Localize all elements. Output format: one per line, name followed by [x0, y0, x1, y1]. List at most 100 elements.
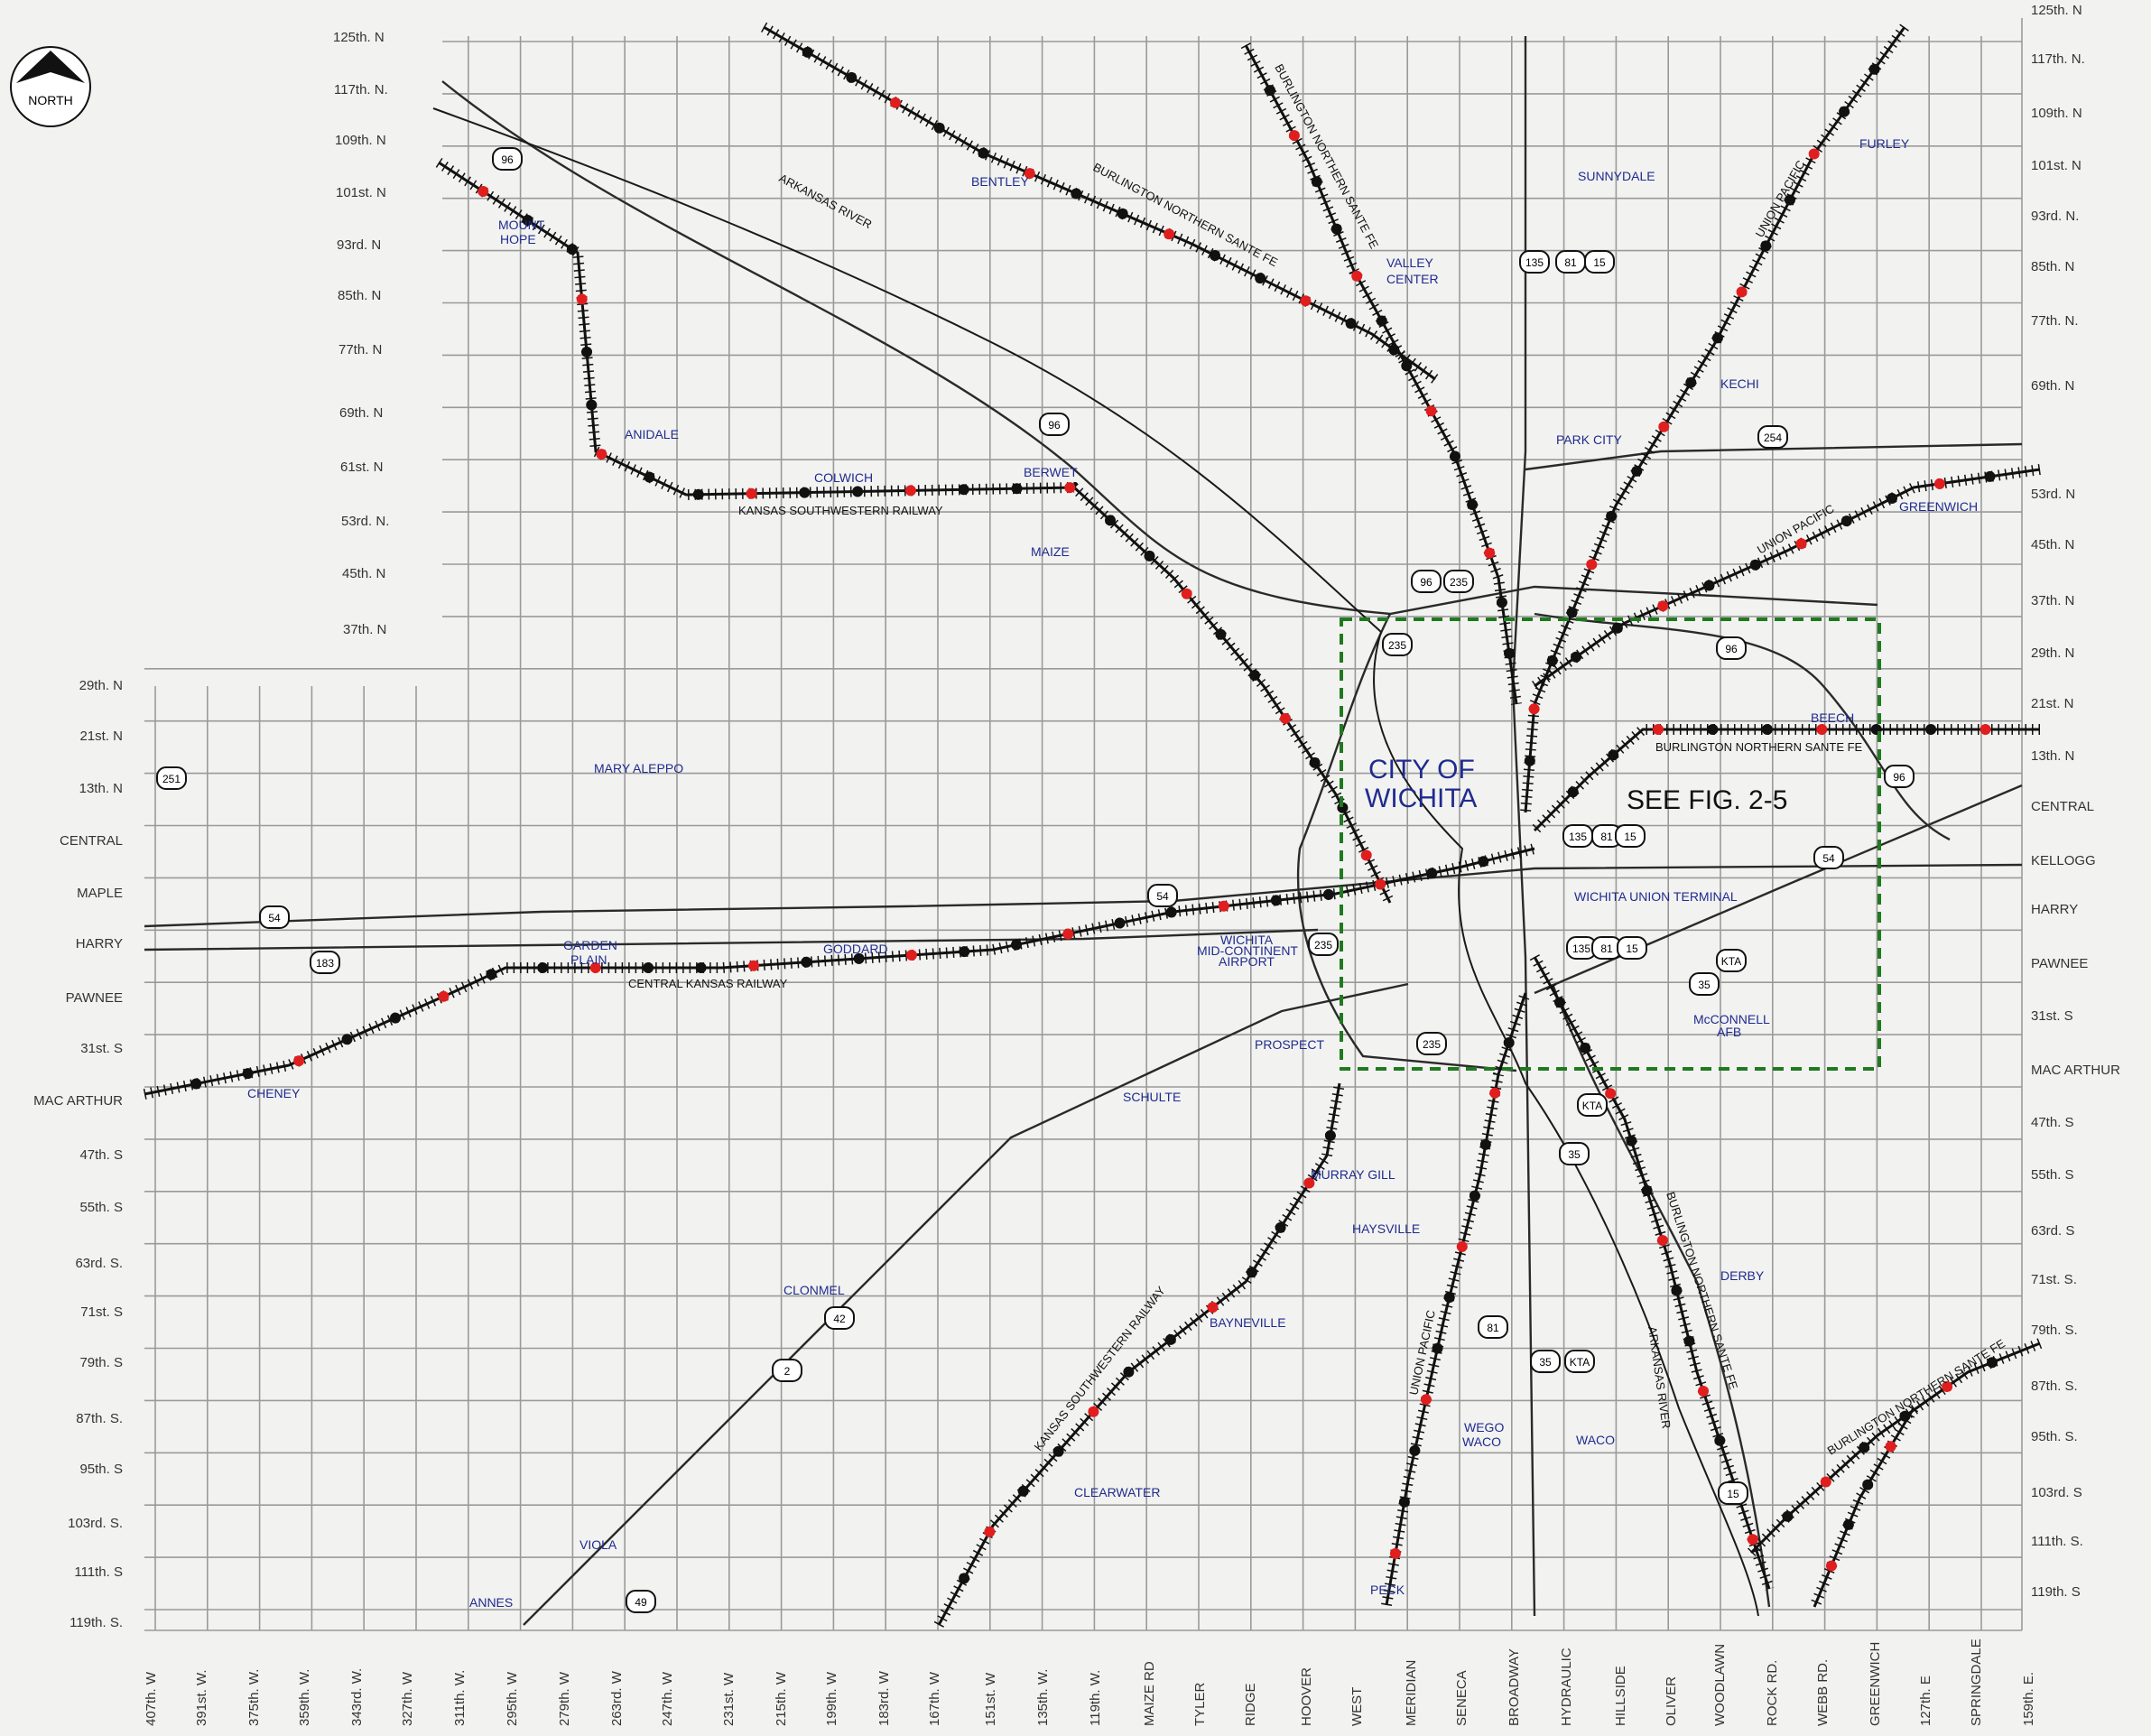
- road-label-west: 111th. S: [74, 1564, 123, 1580]
- station-black: [1164, 1333, 1176, 1345]
- station-black: [1017, 1485, 1029, 1497]
- station-black: [1270, 895, 1282, 906]
- route-shield-number: 35: [1539, 1356, 1552, 1369]
- route-shield: 54: [1147, 884, 1178, 907]
- station-black: [242, 1068, 254, 1080]
- route-shield-number: 235: [1423, 1038, 1441, 1051]
- station-black: [1504, 647, 1515, 659]
- station-red: [1933, 478, 1945, 489]
- station-black: [1210, 250, 1220, 261]
- route-shield: 135: [1562, 824, 1593, 848]
- town-label: CLONMEL: [783, 1283, 845, 1297]
- route-shield-number: 15: [1624, 831, 1636, 843]
- route-shield: 235: [1308, 933, 1339, 956]
- station-red: [1653, 724, 1664, 735]
- road-label-east: 71st. S.: [2031, 1272, 2077, 1287]
- town-label: CHENEY: [247, 1086, 301, 1100]
- station-black: [1324, 1129, 1336, 1141]
- station-black: [643, 962, 654, 973]
- route-shield: 81: [1555, 250, 1586, 274]
- road-label-south: 127th. E: [1918, 1676, 1933, 1726]
- station-red: [1605, 1088, 1617, 1100]
- station-red: [1820, 1476, 1831, 1488]
- station-black: [1275, 1221, 1286, 1233]
- road-label-west: MAC ARTHUR: [33, 1093, 123, 1109]
- road-label-north: 61st. N: [340, 460, 384, 475]
- station-black: [1546, 654, 1558, 666]
- route-shield: 183: [310, 951, 340, 974]
- road-label-west: 103rd. S.: [68, 1516, 123, 1531]
- town-label: PARK CITY: [1556, 432, 1623, 447]
- station-red: [1420, 1394, 1432, 1406]
- station-black: [1503, 1037, 1515, 1048]
- station-black: [1782, 1510, 1794, 1522]
- road-label-south: ROCK RD.: [1765, 1660, 1780, 1726]
- station-red: [477, 186, 489, 197]
- station-black: [1887, 493, 1897, 504]
- station-red: [1736, 286, 1748, 298]
- route-shield: 15: [1617, 936, 1647, 960]
- route-shield-number: 42: [833, 1313, 846, 1325]
- route-shield: 15: [1615, 824, 1646, 848]
- road-label-east: 77th. N.: [2031, 313, 2079, 329]
- station-red: [1375, 878, 1386, 890]
- road-label-south: GREENWICH: [1868, 1642, 1883, 1726]
- town-label: PECK: [1370, 1583, 1405, 1597]
- study-area-box: [1340, 617, 1881, 1071]
- road-label-north: 45th. N: [342, 566, 385, 581]
- route-shield-outline: [1147, 884, 1178, 907]
- town-label: WACO: [1462, 1434, 1501, 1449]
- kta-turnpike: [1551, 983, 1771, 1608]
- station-black: [853, 952, 865, 964]
- road-label-east: KELLOGG: [2031, 853, 2096, 868]
- stations: [190, 46, 1998, 1584]
- route-shield: 96: [492, 147, 523, 171]
- town-label: BEECH: [1811, 710, 1854, 725]
- station-black: [1749, 559, 1761, 571]
- route-shield: 15: [1718, 1481, 1748, 1505]
- route-shield-number: 49: [635, 1596, 647, 1609]
- route-shield: 54: [259, 905, 290, 929]
- town-label: FURLEY: [1859, 136, 1910, 151]
- area-label: CITY OF: [1368, 755, 1475, 784]
- station-red: [1489, 1087, 1501, 1099]
- station-black: [852, 486, 864, 497]
- road-label-east: HARRY: [2031, 902, 2078, 917]
- route-shield: 96: [1039, 413, 1070, 436]
- road-label-east: 55th. S: [2031, 1167, 2074, 1183]
- route-shield-number: 81: [1600, 942, 1613, 955]
- highway-harry: [144, 928, 1319, 952]
- road-label-east: PAWNEE: [2031, 956, 2088, 971]
- route-shield-number: 81: [1600, 831, 1613, 843]
- station-red: [748, 960, 759, 971]
- station-red: [1181, 588, 1192, 599]
- station-red: [1425, 405, 1437, 417]
- road-label-south: SENECA: [1454, 1670, 1470, 1726]
- station-red: [1389, 1547, 1401, 1559]
- station-black: [1868, 63, 1880, 75]
- station-black: [1567, 786, 1579, 798]
- town-label: AIRPORT: [1219, 954, 1275, 969]
- station-black: [1571, 651, 1581, 663]
- station-red: [1288, 130, 1300, 142]
- route-shield-number: KTA: [1582, 1100, 1602, 1112]
- station-red: [1088, 1406, 1099, 1417]
- town-label: PROSPECT: [1255, 1037, 1324, 1052]
- station-black: [802, 46, 813, 58]
- route-shield: KTA: [1716, 949, 1747, 972]
- road-label-south: 327th. W: [400, 1671, 415, 1726]
- road-label-south: MERIDIAN: [1404, 1660, 1419, 1726]
- rr-up-east: [1534, 468, 2041, 688]
- road-label-east: 109th. N: [2031, 106, 2082, 121]
- town-label: HOPE: [500, 232, 536, 246]
- station-black: [1925, 724, 1937, 735]
- route-shield: 35: [1689, 972, 1720, 996]
- road-label-south: 119th. W.: [1088, 1670, 1103, 1726]
- road-label-east: 111th. S.: [2031, 1534, 2083, 1549]
- route-shield-outline: [1617, 936, 1647, 960]
- road-label-south: 151st. W: [983, 1672, 998, 1726]
- route-shield-outline: [1813, 846, 1844, 869]
- north-label: NORTH: [28, 93, 73, 107]
- station-black: [1467, 499, 1479, 510]
- road-label-west: MAPLE: [77, 886, 123, 901]
